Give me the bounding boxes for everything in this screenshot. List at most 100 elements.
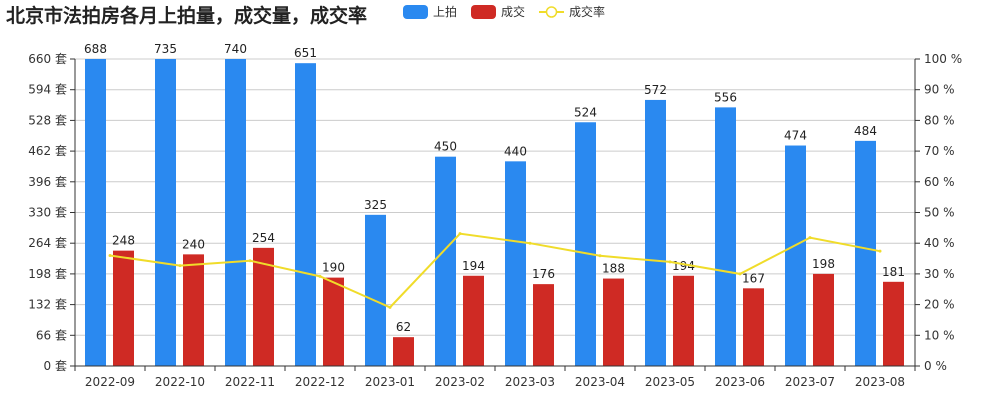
x-tick-label: 2022-09: [85, 375, 135, 389]
listed-bar: [505, 161, 526, 366]
rate-point: [738, 272, 742, 276]
x-tick-label: 2023-05: [645, 375, 695, 389]
x-tick-label: 2022-10: [155, 375, 205, 389]
sold-data-label: 194: [462, 259, 485, 273]
sold-bar: [533, 284, 554, 366]
axes: 0 套 66 套 132 套 198 套 264 套 330 套 396 套 462 套 528…: [28, 52, 962, 389]
rate-line: [108, 232, 882, 309]
bars: 688 735 740 651 325 450 440 524 572 556 474 484 248 2…: [84, 42, 905, 366]
right-tick-label: 100 %: [924, 52, 962, 66]
listed-data-label: 524: [574, 105, 597, 119]
right-tick-label: 90 %: [924, 83, 955, 97]
right-tick-label: 50 %: [924, 206, 955, 220]
sold-data-label: 190: [322, 261, 345, 275]
rate-point: [878, 249, 882, 253]
x-tick-label: 2023-03: [505, 375, 555, 389]
legend-label-2: 成交率: [569, 4, 605, 19]
x-tick-label: 2022-11: [225, 375, 275, 389]
sold-data-label: 198: [812, 257, 835, 271]
rate-point: [248, 259, 252, 263]
sold-bar: [813, 273, 834, 366]
legend: 上拍 成交 成交率: [403, 4, 605, 19]
chart-title: 北京市法拍房各月上拍量，成交量，成交率: [6, 4, 367, 27]
listed-data-label: 651: [294, 46, 317, 60]
listed-data-label: 474: [784, 129, 807, 143]
rate-point: [388, 305, 392, 309]
sold-bar: [673, 275, 694, 366]
sold-bar: [883, 281, 904, 366]
sold-bar: [743, 288, 764, 366]
sold-bar: [463, 275, 484, 366]
x-tick-label: 2023-02: [435, 375, 485, 389]
sold-data-label: 254: [252, 231, 275, 245]
legend-swatch-0: [403, 5, 428, 19]
listed-bar: [715, 107, 736, 366]
x-tick-label: 2023-04: [575, 375, 625, 389]
listed-bar: [645, 99, 666, 366]
right-tick-label: 20 %: [924, 298, 955, 312]
listed-data-label: 556: [714, 90, 737, 104]
listed-bar: [365, 214, 386, 366]
sold-bar: [393, 337, 414, 366]
rate-point: [668, 260, 672, 264]
x-tick-label: 2023-01: [365, 375, 415, 389]
sold-bar: [323, 277, 344, 366]
listed-data-label: 450: [434, 140, 457, 154]
left-tick-label: 264 套: [28, 236, 67, 250]
listed-data-label: 440: [504, 144, 527, 158]
sold-data-label: 176: [532, 267, 555, 281]
sold-bar: [253, 247, 274, 366]
rate-point: [458, 232, 462, 236]
x-tick-label: 2023-07: [785, 375, 835, 389]
listed-data-label: 325: [364, 198, 387, 212]
x-tick-label: 2023-08: [855, 375, 905, 389]
right-tick-label: 10 %: [924, 328, 955, 342]
right-tick-label: 60 %: [924, 175, 955, 189]
sold-bar: [183, 254, 204, 366]
right-tick-label: 80 %: [924, 113, 955, 127]
listed-bar: [295, 63, 316, 366]
legend-label-0: 上拍: [433, 4, 457, 19]
left-tick-label: 528 套: [28, 113, 67, 127]
rate-point: [528, 241, 532, 245]
listed-bar: [575, 122, 596, 366]
right-tick-label: 70 %: [924, 144, 955, 158]
listed-bar: [85, 59, 106, 366]
left-tick-label: 396 套: [28, 175, 67, 189]
listed-bar: [155, 59, 176, 366]
listed-bar: [785, 145, 806, 366]
legend-swatch-1: [471, 5, 496, 19]
listed-data-label: 740: [224, 42, 247, 56]
legend-marker-icon: [545, 6, 558, 18]
sold-data-label: 188: [602, 262, 625, 276]
rate-point: [108, 253, 112, 257]
sold-bar: [603, 278, 624, 366]
sold-bar: [113, 250, 134, 366]
sold-data-label: 167: [742, 271, 765, 285]
left-tick-label: 0 套: [44, 359, 67, 373]
rate-point: [318, 274, 322, 278]
left-tick-label: 462 套: [28, 144, 67, 158]
listed-data-label: 484: [854, 124, 877, 138]
right-tick-label: 0 %: [924, 359, 947, 373]
legend-label-1: 成交: [501, 4, 525, 19]
left-tick-label: 132 套: [28, 298, 67, 312]
sold-data-label: 62: [396, 320, 411, 334]
sold-data-label: 181: [882, 265, 905, 279]
x-tick-label: 2022-12: [295, 375, 345, 389]
x-tick-label: 2023-06: [715, 375, 765, 389]
rate-point: [598, 254, 602, 258]
rate-polyline: [109, 232, 881, 309]
left-tick-label: 198 套: [28, 267, 67, 281]
sold-data-label: 248: [112, 234, 135, 248]
left-tick-label: 330 套: [28, 206, 67, 220]
left-tick-label: 660 套: [28, 52, 67, 66]
listed-bar: [435, 156, 456, 366]
listed-bar: [225, 59, 246, 366]
rate-point: [808, 236, 812, 240]
left-tick-label: 66 套: [36, 328, 67, 342]
sold-data-label: 240: [182, 237, 205, 251]
listed-data-label: 688: [84, 42, 107, 56]
listed-data-label: 572: [644, 83, 667, 97]
